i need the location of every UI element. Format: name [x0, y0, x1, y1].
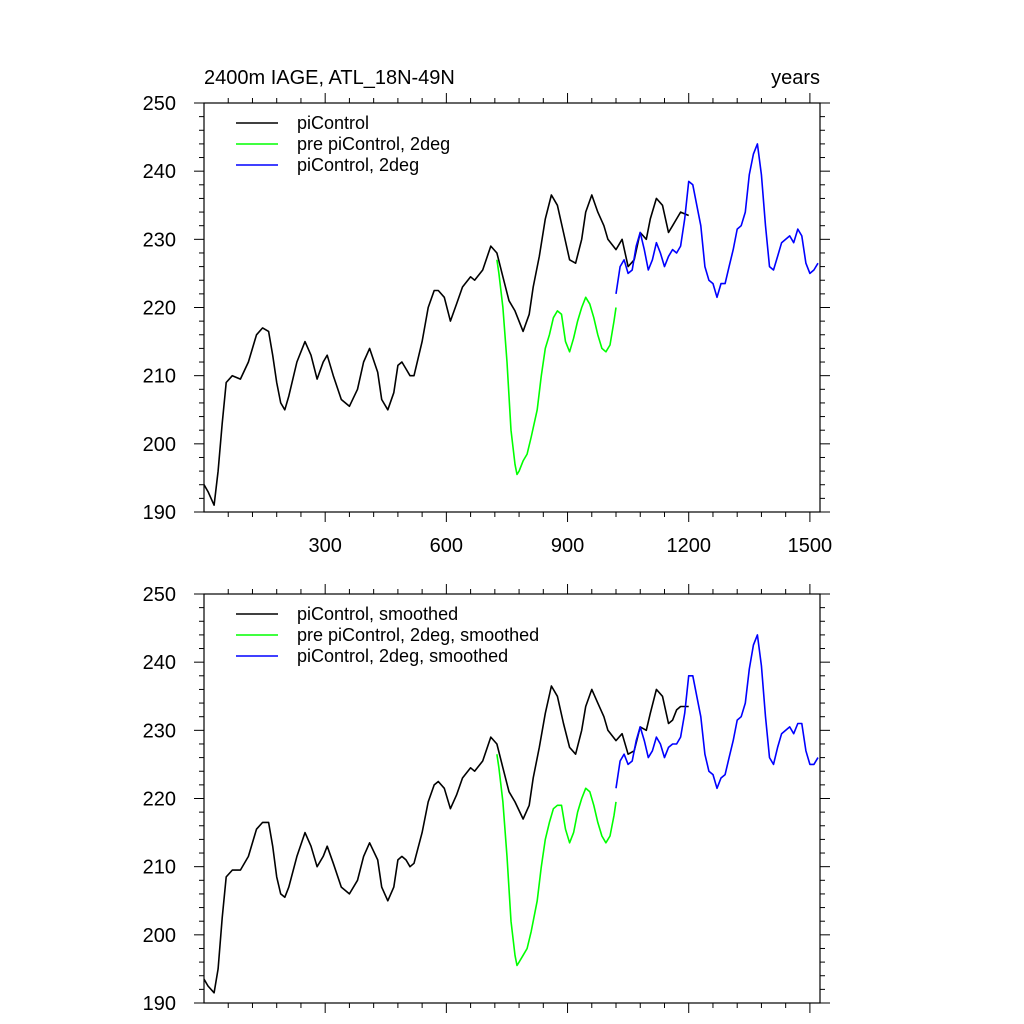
axes-frame-bottom: 190 200 210 220 230 240 250 [143, 584, 830, 1015]
axes-frame-top: 300 600 900 1200 1500 190 200 210 220 230 240 250 [143, 93, 833, 557]
series-line-2 [615, 143, 819, 299]
y-tick-label: 200 [143, 434, 176, 456]
y-tick-label: 200 [143, 925, 176, 947]
y-tick-label: 210 [143, 366, 176, 388]
panel-bottom: 190 200 210 220 230 240 250 piControl, smoothe… [143, 584, 830, 1015]
y-tick-label: 250 [143, 584, 176, 606]
y-tick-label: 220 [143, 789, 176, 811]
y-tick-label: 190 [143, 502, 176, 524]
y-tick-label: 250 [143, 93, 176, 115]
series-line-0 [203, 685, 689, 994]
series-line-0 [203, 194, 690, 507]
series-line-1 [496, 754, 617, 967]
y-tick-label: 240 [143, 652, 176, 674]
x-tick-label: 1200 [666, 535, 711, 557]
x-tick-label: 1500 [788, 535, 833, 557]
y-tick-label: 240 [143, 161, 176, 183]
y-tick-label: 220 [143, 298, 176, 320]
y-tick-label: 190 [143, 993, 176, 1015]
legend-label-0: piControl, smoothed [297, 604, 458, 624]
series-line-1 [496, 259, 617, 476]
series-layer-bottom [203, 634, 819, 994]
y-tick-label: 210 [143, 857, 176, 879]
legend-label-2: piControl, 2deg, smoothed [297, 646, 508, 666]
legend-label-1: pre piControl, 2deg [297, 134, 450, 154]
y-tick-label: 230 [143, 229, 176, 251]
chart-title: 2400m IAGE, ATL_18N-49N [204, 67, 455, 89]
series-line-2 [615, 634, 819, 790]
chart-right-title: years [771, 67, 820, 89]
x-tick-label: 300 [308, 535, 341, 557]
legend-label-0: piControl [297, 113, 369, 133]
x-tick-label: 600 [430, 535, 463, 557]
y-tick-label: 230 [143, 720, 176, 742]
legend-label-1: pre piControl, 2deg, smoothed [297, 625, 539, 645]
legend-label-2: piControl, 2deg [297, 155, 419, 175]
panel-top: 2400m IAGE, ATL_18N-49N years 300 600 900 1… [143, 67, 833, 557]
series-layer-top [203, 143, 819, 507]
x-tick-label: 900 [551, 535, 584, 557]
